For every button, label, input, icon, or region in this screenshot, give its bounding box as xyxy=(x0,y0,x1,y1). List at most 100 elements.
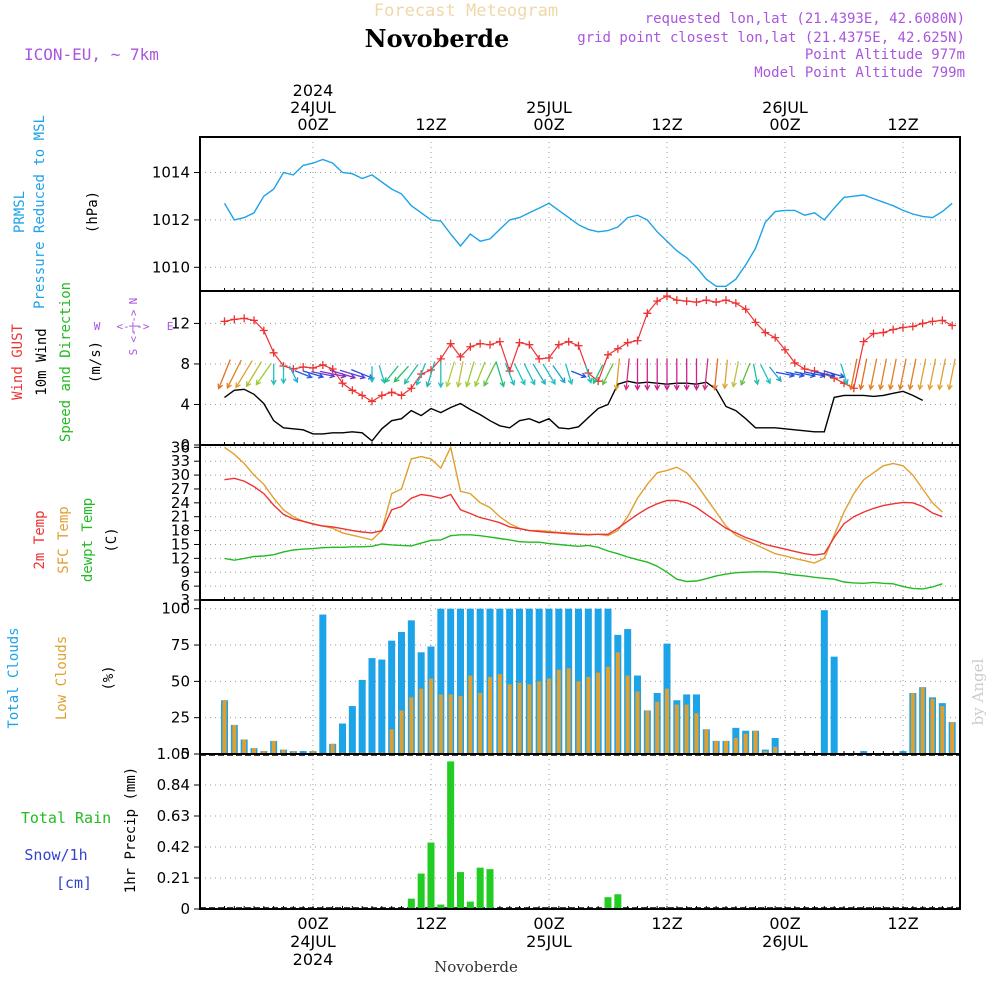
top-time-label: 12Z xyxy=(415,115,446,134)
low-cloud-bar xyxy=(930,698,935,754)
wind-direction-arrow xyxy=(455,361,464,389)
wind-direction-arrow xyxy=(917,358,927,391)
compass-west: W xyxy=(94,320,101,333)
bottom-time-label: 00Z xyxy=(297,914,328,933)
wind-direction-arrow xyxy=(693,358,700,391)
pressure-ytick-label: 1010 xyxy=(152,258,190,276)
clouds-ytick-label: 25 xyxy=(171,709,190,727)
wind-gust-marker xyxy=(781,345,789,354)
total-cloud-bar xyxy=(447,608,455,754)
total-cloud-bar xyxy=(506,608,514,754)
wind-gust-marker xyxy=(918,319,927,328)
top-time-label: 25JUL xyxy=(526,98,572,117)
wind-gust-marker xyxy=(761,328,770,337)
temperature-ytick-label: 6 xyxy=(180,577,190,595)
wind-gust-marker xyxy=(751,318,760,327)
rain-bar xyxy=(457,872,464,909)
total-cloud-bar xyxy=(457,608,464,754)
wind-direction-arrow xyxy=(288,365,299,384)
wind-ytick-label: 4 xyxy=(180,395,190,413)
low-cloud-bar xyxy=(665,688,669,754)
wind-gust-marker xyxy=(712,298,721,307)
wind-ytick-label: 0 xyxy=(180,436,190,454)
wind-direction-arrow xyxy=(868,358,878,391)
wind-gust-marker xyxy=(928,317,937,326)
wind-gust-marker xyxy=(328,365,337,374)
low-cloud-bar xyxy=(429,678,433,754)
precip-legend-unit: [cm] xyxy=(56,874,92,892)
compass-north: N xyxy=(127,298,140,305)
wind-direction-arrow xyxy=(245,361,262,388)
wind-gust-marker xyxy=(623,338,632,347)
wind-gust-marker xyxy=(899,323,907,332)
clouds-ytick-label: 75 xyxy=(171,636,190,654)
location-title: Novoberde xyxy=(365,24,510,53)
low-cloud-bar xyxy=(399,710,404,754)
low-cloud-bar xyxy=(674,704,679,754)
precipitation-ytick-label: 0.42 xyxy=(157,838,190,856)
clouds-ytick-label: 0 xyxy=(180,745,190,763)
temperature-ytick-label: 15 xyxy=(171,535,190,553)
wind-direction-arrow xyxy=(644,358,651,391)
total-cloud-bar xyxy=(437,608,445,754)
total-cloud-bar xyxy=(339,723,346,754)
wind-direction-arrow xyxy=(840,363,849,386)
wind-direction-arrow xyxy=(339,369,367,380)
low-cloud-bar xyxy=(527,684,532,754)
wind-gust-marker xyxy=(309,364,317,372)
wind-gust-marker xyxy=(348,386,357,395)
top-time-label: 12Z xyxy=(651,115,682,134)
top-time-label: 00Z xyxy=(769,115,800,134)
model-label: ICON-EU, ~ 7km xyxy=(24,45,159,64)
wind-gust-marker xyxy=(554,340,563,349)
precipitation-ytick-label: 1.05 xyxy=(157,745,190,763)
top-time-label: 00Z xyxy=(297,115,328,134)
wind-direction-arrow xyxy=(887,358,897,391)
precipitation-panel: 0 0.21 0.42 0.63 0.84 1.05 Total Rain Snow/1h [c… xyxy=(21,745,961,918)
wind-gust-marker xyxy=(299,362,308,371)
rain-bar xyxy=(427,842,435,909)
temperature-ytick-label: 30 xyxy=(171,466,190,484)
total-cloud-bar xyxy=(525,608,533,754)
pressure-axis-label: Pressure Reduced to MSL xyxy=(32,115,48,309)
total-cloud-bar xyxy=(358,679,366,754)
wind-gust-marker xyxy=(220,317,229,326)
wind-direction-arrow xyxy=(226,359,242,390)
wind-direction-arrow xyxy=(437,361,444,389)
wind-direction-arrow xyxy=(848,358,858,391)
bottom-time-label: 00Z xyxy=(769,914,800,933)
low-cloud-bar xyxy=(615,652,620,754)
wind-speed-line xyxy=(224,380,924,442)
wind-direction-arrow xyxy=(513,363,526,386)
low-cloud-bar xyxy=(271,740,276,754)
watermark: by Angel xyxy=(969,658,987,725)
low-cloud-bar xyxy=(478,692,483,754)
wind-direction-arrow xyxy=(634,358,641,391)
low-cloud-bar xyxy=(635,691,640,754)
low-cloud-bar xyxy=(468,675,473,754)
pressure-line xyxy=(223,158,953,287)
wind-direction-arrow xyxy=(565,363,574,386)
low-cloud-bar xyxy=(438,694,443,754)
low-cloud-bar xyxy=(222,700,227,754)
wind-direction-arrow xyxy=(369,366,375,384)
precipitation-ytick-label: 0.84 xyxy=(157,776,190,794)
wind-gust-marker xyxy=(663,292,671,301)
wind-gust-marker xyxy=(240,314,249,323)
wind-direction-arrow xyxy=(483,362,497,387)
point-altitude: Point Altitude 977m xyxy=(805,47,965,63)
wind-direction-arrow xyxy=(415,362,427,387)
low-cloud-bar xyxy=(556,669,561,754)
clouds-axis-label: Total Clouds xyxy=(6,627,22,728)
temperature-ytick-label: 33 xyxy=(171,452,190,470)
wind-direction-arrow xyxy=(673,358,680,391)
low-cloud-bar xyxy=(458,695,463,754)
wind-gust-marker xyxy=(250,316,258,325)
low-cloud-bar xyxy=(507,684,512,754)
pressure-axis-label: (hPa) xyxy=(85,191,101,233)
wind-direction-arrow xyxy=(270,363,277,386)
wind-direction-arrow xyxy=(613,358,621,391)
precipitation-ytick-label: 0 xyxy=(180,900,190,918)
